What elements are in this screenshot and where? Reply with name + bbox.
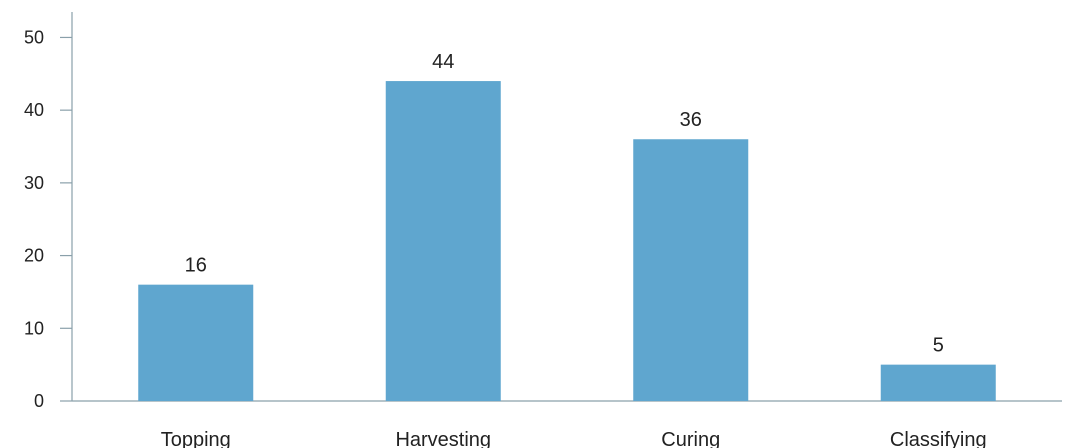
bars-group [138, 81, 996, 402]
data-labels-group: 16 44 36 5 [185, 51, 944, 357]
y-tick-label: 40 [24, 100, 44, 120]
x-tick-label-topping: Topping [161, 429, 231, 448]
y-axis-ticks: 0 10 20 30 40 50 [24, 27, 72, 411]
bar-topping [138, 284, 254, 401]
bar-curing [633, 139, 749, 402]
category-labels-group: Topping Harvesting Curing Classifying [161, 429, 987, 448]
y-tick-label: 50 [24, 27, 44, 47]
data-label-harvesting: 44 [432, 51, 454, 73]
y-tick-label: 0 [34, 391, 44, 411]
y-tick-label: 20 [24, 246, 44, 266]
data-label-topping: 16 [185, 255, 207, 277]
data-label-classifying: 5 [933, 335, 944, 357]
x-tick-label-harvesting: Harvesting [395, 429, 491, 448]
bar-classifying [880, 364, 996, 401]
y-tick-label: 10 [24, 318, 44, 338]
y-tick-label: 30 [24, 173, 44, 193]
x-tick-label-curing: Curing [661, 429, 720, 448]
bar-harvesting [385, 81, 501, 401]
x-tick-label-classifying: Classifying [890, 429, 987, 448]
data-label-curing: 36 [680, 109, 702, 131]
